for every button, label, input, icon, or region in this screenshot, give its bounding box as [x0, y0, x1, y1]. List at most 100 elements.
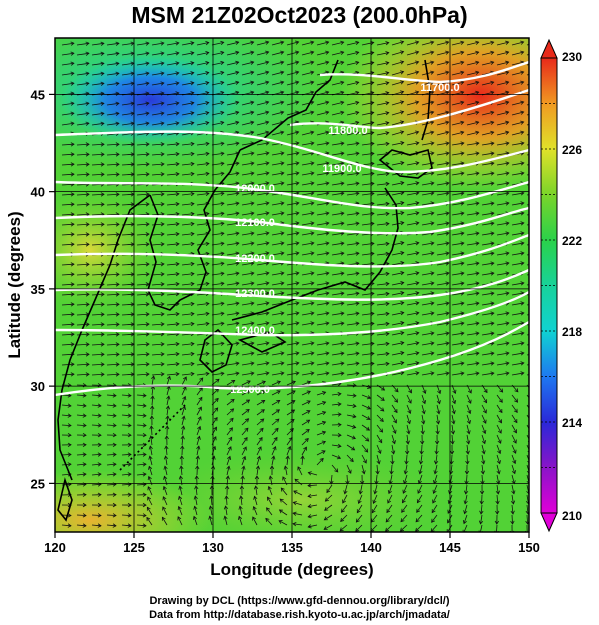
wind-arrow [451, 302, 464, 306]
wind-arrowhead [208, 515, 213, 520]
wind-arrowhead [145, 262, 150, 267]
wind-arrow [241, 272, 254, 276]
wind-arrow [256, 242, 269, 246]
wind-arrow [434, 464, 438, 474]
wind-arrow [147, 496, 153, 506]
wind-arrowhead [391, 450, 396, 455]
wind-arrowhead [220, 221, 225, 226]
wind-arrowhead [365, 437, 370, 442]
wind-arrow [421, 282, 434, 286]
wind-arrowhead [325, 271, 330, 276]
wind-arrow [271, 428, 279, 436]
wind-arrowhead [355, 371, 360, 376]
wind-arrowhead [205, 40, 210, 46]
wind-arrowhead [205, 311, 210, 316]
wind-arrow [406, 142, 419, 146]
wind-arrow [406, 414, 411, 424]
wind-arrowhead [250, 191, 255, 196]
wind-arrow [136, 303, 149, 306]
wind-arrow [481, 302, 494, 306]
wind-arrowhead [505, 40, 510, 45]
wind-arrowhead [223, 505, 229, 510]
wind-arrowhead [535, 101, 538, 104]
wind-arrowhead [100, 302, 105, 307]
wind-arrow [316, 202, 329, 206]
wind-arrowhead [415, 361, 420, 366]
wind-arrowhead [355, 80, 360, 86]
wind-arrowhead [198, 406, 202, 411]
wind-arrowhead [175, 41, 180, 46]
wind-arrowhead [100, 222, 105, 227]
wind-arrowhead [323, 516, 328, 521]
wind-arrow [238, 516, 243, 526]
wind-arrow [211, 121, 224, 126]
wind-arrow [481, 474, 484, 485]
wind-arrowhead [370, 80, 375, 86]
wind-arrowhead [175, 361, 180, 367]
wind-arrow [294, 478, 303, 486]
wind-arrow [106, 82, 119, 86]
wind-arrow [301, 302, 314, 306]
wind-arrow [241, 352, 254, 356]
wind-arrowhead [265, 201, 270, 206]
wind-arrow [76, 414, 86, 417]
wind-arrowhead [325, 361, 330, 366]
wind-arrowhead [194, 475, 199, 480]
wind-arrowhead [235, 141, 240, 146]
wind-arrow [196, 353, 209, 356]
wind-arrowhead [220, 100, 225, 106]
wind-arrow [386, 504, 393, 513]
wind-arrow [226, 252, 239, 256]
wind-arrowhead [475, 100, 480, 105]
wind-arrowhead [160, 222, 165, 227]
wind-arrow [165, 446, 168, 456]
wind-arrowhead [100, 61, 105, 66]
wind-arrowhead [415, 311, 420, 316]
wind-arrow [226, 302, 239, 306]
wind-arrow [331, 352, 344, 356]
wind-arrowhead [295, 171, 300, 176]
wind-arrowhead [241, 465, 246, 470]
wind-arrow [193, 516, 198, 526]
wind-arrowhead [370, 50, 375, 56]
wind-arrow [316, 222, 329, 226]
wind-arrow [331, 192, 344, 196]
wind-arrowhead [175, 171, 180, 177]
wind-arrowhead [498, 409, 503, 414]
wind-arrowhead [70, 242, 75, 247]
wind-arrow [106, 343, 120, 346]
wind-arrow [421, 142, 434, 146]
wind-arrowhead [536, 342, 539, 346]
wind-arrow [376, 424, 383, 433]
wind-arrowhead [97, 442, 102, 447]
wind-arrow [481, 292, 494, 296]
wind-arrowhead [370, 40, 375, 46]
wind-arrow [433, 474, 438, 484]
wind-arrowhead [450, 430, 456, 435]
wind-arrowhead [445, 171, 450, 176]
wind-arrow [331, 292, 344, 296]
wind-arrowhead [265, 171, 270, 176]
wind-arrow [361, 322, 374, 326]
wind-arrowhead [475, 331, 480, 336]
wind-arrowhead [220, 231, 225, 236]
wind-arrowhead [278, 509, 284, 514]
wind-arrow [406, 322, 419, 326]
wind-arrowhead [67, 452, 72, 457]
wind-arrowhead [520, 201, 525, 206]
wind-arrowhead [250, 130, 255, 135]
wind-arrow [466, 172, 479, 176]
wind-arrow [226, 61, 239, 66]
wind-arrowhead [250, 241, 255, 246]
wind-arrow [376, 464, 379, 475]
wind-arrow [451, 414, 455, 424]
wind-arrowhead [112, 393, 117, 398]
wind-arrowhead [415, 181, 420, 186]
wind-arrow [361, 352, 374, 356]
wind-arrowhead [430, 271, 435, 276]
wind-arrow [466, 404, 471, 414]
wind-arrow [256, 372, 269, 376]
wind-arrow [511, 504, 514, 514]
wind-arrowhead [175, 241, 180, 247]
wind-arrowhead [385, 41, 390, 46]
